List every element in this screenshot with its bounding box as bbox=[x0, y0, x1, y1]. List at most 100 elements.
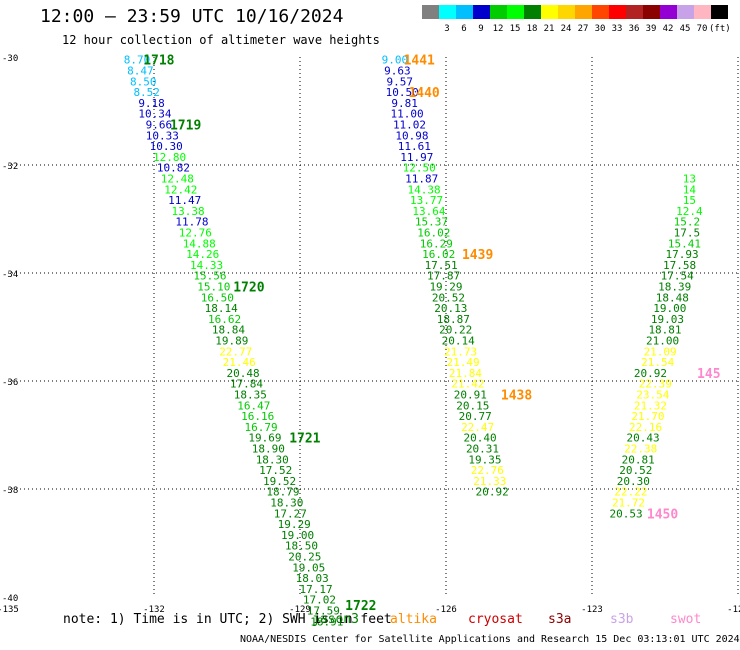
chart-title: 12:00 — 23:59 UTC 10/16/2024 bbox=[40, 6, 344, 27]
y-tick-label: -38 bbox=[2, 486, 18, 496]
swh-value-jason3: 19.52 bbox=[263, 475, 296, 488]
swh-value-swot: 14 bbox=[683, 183, 697, 196]
swh-value-swot: 23.54 bbox=[636, 389, 669, 402]
swh-value-swot: 15.2 bbox=[674, 216, 701, 229]
swh-value-swot: 20.92 bbox=[634, 367, 667, 380]
swh-value-altika: 20.14 bbox=[442, 335, 475, 348]
swh-value-swot: 17.54 bbox=[661, 270, 694, 283]
swh-value-swot: 21.70 bbox=[631, 410, 664, 423]
swh-value-altika: 14.38 bbox=[408, 183, 441, 196]
swh-value-altika: 21.33 bbox=[473, 475, 506, 488]
time-label-swot: 1450 bbox=[647, 507, 678, 522]
footer-credit: NOAA/NESDIS Center for Satellite Applica… bbox=[240, 634, 740, 645]
swh-value-jason3: 19.05 bbox=[292, 561, 325, 574]
colorbar-label: 3 bbox=[444, 24, 450, 34]
swh-value-jason3: 10.82 bbox=[157, 162, 190, 175]
time-label-altika: 1441 bbox=[404, 54, 435, 69]
swh-value-altika: 20.15 bbox=[456, 399, 489, 412]
swh-value-altika: 10.98 bbox=[395, 129, 428, 142]
swh-value-swot: 20.81 bbox=[622, 453, 655, 466]
swh-value-altika: 22.47 bbox=[461, 421, 494, 434]
colorbar-label: 42 bbox=[662, 24, 674, 34]
colorbar-label: 30 bbox=[594, 24, 606, 34]
swh-value-jason3: 12.48 bbox=[161, 173, 194, 186]
colorbar-label: 27 bbox=[577, 24, 589, 34]
colorbar-swatch bbox=[711, 5, 728, 19]
swh-value-jason3: 14.33 bbox=[190, 259, 223, 272]
swh-value-altika: 9.00 bbox=[382, 54, 409, 67]
swh-value-jason3: 12.42 bbox=[164, 183, 197, 196]
colorbar-swatch bbox=[626, 5, 643, 19]
swh-value-swot: 20.43 bbox=[627, 432, 660, 445]
swh-value-altika: 12.50 bbox=[403, 162, 436, 175]
time-label-jason3: 1722 bbox=[345, 599, 376, 614]
colorbar-label: (ft) bbox=[709, 24, 731, 34]
chart-subtitle: 12 hour collection of altimeter wave hei… bbox=[62, 33, 380, 47]
swh-value-swot: 22.22 bbox=[614, 486, 647, 499]
swh-value-jason3: 12.76 bbox=[179, 227, 212, 240]
swh-value-jason3: 17.02 bbox=[303, 594, 336, 607]
swh-value-altika: 20.77 bbox=[459, 410, 492, 423]
swh-value-altika: 21.73 bbox=[444, 345, 477, 358]
y-tick-label: -32 bbox=[2, 162, 18, 172]
swh-value-altika: 21.84 bbox=[449, 367, 482, 380]
x-tick-label: -135 bbox=[0, 605, 19, 615]
swh-value-altika: 15.37 bbox=[415, 216, 448, 229]
colorbar-swatch bbox=[422, 5, 439, 19]
swh-value-swot: 17.93 bbox=[665, 248, 698, 261]
swh-value-altika: 19.35 bbox=[468, 453, 501, 466]
colorbar-swatch bbox=[694, 5, 711, 19]
colorbar-swatch bbox=[473, 5, 490, 19]
swh-value-altika: 20.40 bbox=[464, 432, 497, 445]
swh-value-jason3: 20.25 bbox=[288, 551, 321, 564]
swh-value-altika: 22.76 bbox=[471, 464, 504, 477]
swh-value-altika: 17.87 bbox=[427, 270, 460, 283]
swh-value-jason3: 17.17 bbox=[299, 583, 332, 596]
swh-value-altika: 16.02 bbox=[417, 227, 450, 240]
time-label-altika: 1438 bbox=[501, 389, 532, 404]
swh-value-jason3: 18.79 bbox=[266, 486, 299, 499]
colorbar-label: 45 bbox=[679, 24, 691, 34]
swh-value-altika: 21.42 bbox=[451, 378, 484, 391]
colorbar-label: 33 bbox=[611, 24, 623, 34]
swh-value-altika: 11.87 bbox=[405, 173, 438, 186]
swh-value-jason3: 21.46 bbox=[223, 356, 256, 369]
swh-value-jason3: 19.00 bbox=[281, 529, 314, 542]
swh-value-jason3: 15.56 bbox=[193, 270, 226, 283]
swh-value-jason3: 11.47 bbox=[168, 194, 201, 207]
swh-value-altika: 9.63 bbox=[384, 65, 411, 78]
swh-value-swot: 21.32 bbox=[634, 399, 667, 412]
swh-value-swot: 22.39 bbox=[639, 378, 672, 391]
time-label-swot: 145 bbox=[697, 367, 720, 382]
swh-value-altika: 11.61 bbox=[398, 140, 431, 153]
time-label-altika: 1440 bbox=[408, 86, 439, 101]
swh-value-swot: 13 bbox=[683, 173, 696, 186]
colorbar-label: 15 bbox=[509, 24, 521, 34]
swh-value-altika: 20.31 bbox=[466, 443, 499, 456]
mission-s3b: s3b bbox=[610, 612, 634, 627]
colorbar-swatch bbox=[575, 5, 592, 19]
swh-value-altika: 20.22 bbox=[439, 324, 472, 337]
time-label-jason3: 1720 bbox=[233, 281, 264, 296]
swh-value-jason3: 18.03 bbox=[296, 572, 329, 585]
units-note: note: 1) Time is in UTC; 2) SWH is in fe… bbox=[63, 612, 392, 627]
swh-value-jason3: 14.88 bbox=[183, 237, 216, 250]
swh-value-jason3: 17.52 bbox=[259, 464, 292, 477]
swh-value-altika: 16.29 bbox=[420, 237, 453, 250]
swh-value-jason3: 15.10 bbox=[197, 281, 230, 294]
swh-value-altika: 19.29 bbox=[429, 281, 462, 294]
swh-value-altika: 20.91 bbox=[454, 389, 487, 402]
x-tick-label: -132 bbox=[143, 605, 165, 615]
swh-value-swot: 15 bbox=[683, 194, 696, 207]
colorbar-swatch bbox=[507, 5, 524, 19]
swh-value-jason3: 17.59 bbox=[307, 605, 340, 618]
swh-value-jason3: 18.35 bbox=[234, 389, 267, 402]
colorbar-label: 39 bbox=[645, 24, 657, 34]
swh-value-swot: 17.58 bbox=[663, 259, 696, 272]
swh-value-altika: 16.02 bbox=[422, 248, 455, 261]
swh-value-altika: 18.87 bbox=[437, 313, 470, 326]
colorbar-swatch bbox=[541, 5, 558, 19]
swh-value-jason3: 11.78 bbox=[175, 216, 208, 229]
swh-value-jason3: 17.27 bbox=[274, 507, 307, 520]
